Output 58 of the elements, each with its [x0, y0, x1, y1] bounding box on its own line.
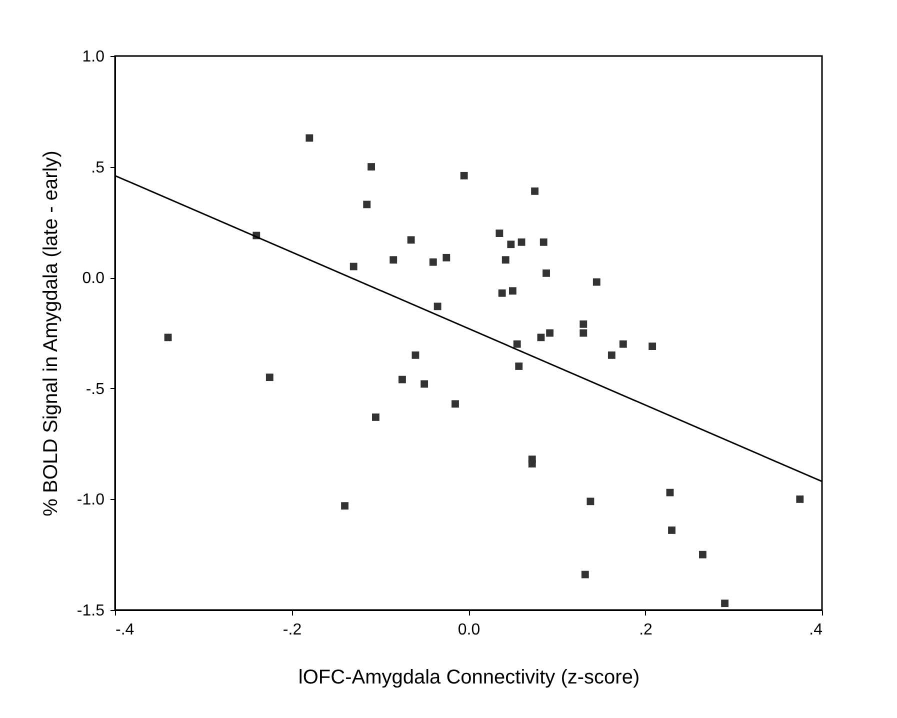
point [518, 238, 526, 246]
point [460, 172, 468, 180]
point [698, 550, 706, 558]
point [434, 302, 442, 310]
point [350, 262, 358, 270]
point [666, 488, 674, 496]
point [502, 256, 510, 264]
point [619, 340, 627, 348]
x-tick-label: .2 [639, 622, 653, 638]
point [580, 320, 588, 328]
x-tick-label: .4 [809, 622, 823, 638]
x-tick-label: 0.0 [458, 622, 480, 638]
point [266, 374, 274, 382]
y-tick-label: 1.0 [82, 48, 105, 66]
point [668, 526, 676, 534]
point [515, 362, 523, 370]
point [442, 254, 450, 262]
point [498, 289, 506, 297]
point [608, 351, 616, 359]
point [429, 258, 437, 266]
point [507, 240, 515, 248]
point [542, 269, 550, 277]
point [407, 236, 415, 244]
point [531, 187, 538, 195]
point [368, 163, 375, 171]
point [648, 342, 656, 350]
x-axis-title: lOFC-Amygdala Connectivity (z-score) [298, 666, 640, 688]
point [341, 502, 348, 510]
point [164, 334, 172, 342]
point [372, 414, 380, 421]
point [586, 498, 594, 506]
point [508, 287, 516, 295]
y-tick-label: -.5 [86, 380, 105, 398]
y-axis-title: % BOLD Signal in Amygdala (late - early) [40, 150, 62, 516]
point [496, 230, 504, 237]
point [420, 380, 428, 388]
point [537, 334, 545, 342]
point [452, 400, 459, 408]
y-tick-label: 0.0 [82, 270, 105, 288]
y-tick-label: -1.5 [76, 602, 105, 620]
point [592, 278, 600, 286]
x-tick-label: -.2 [282, 622, 302, 638]
point [398, 376, 406, 384]
point [412, 351, 420, 359]
point [581, 570, 589, 578]
point [528, 460, 536, 468]
x-tick-label: -.4 [116, 622, 134, 638]
point [580, 329, 588, 337]
y-tick-label: .5 [91, 159, 105, 176]
point [540, 238, 548, 246]
point [363, 200, 371, 208]
point [390, 256, 398, 264]
point [513, 340, 521, 348]
point [796, 495, 804, 503]
point [306, 134, 314, 142]
point [721, 600, 728, 608]
point [546, 329, 554, 337]
y-tick-label: -1.0 [76, 492, 105, 509]
